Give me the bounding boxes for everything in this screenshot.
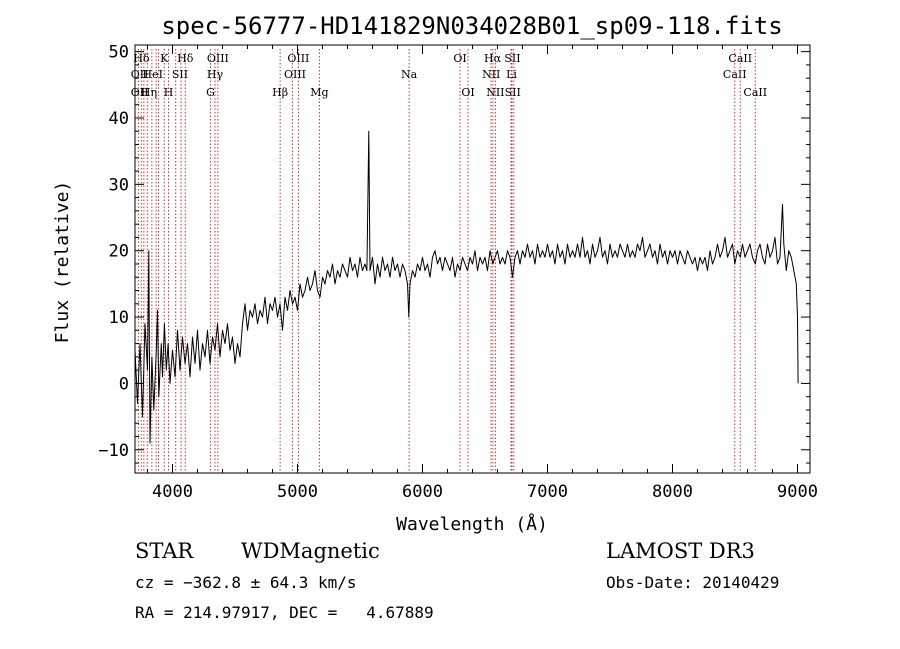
- spectral-line-markers: K H Hδ G Hγ OIII Hβ OIII Mg Na OI OI CaII CaII CaII Hδ O…: [131, 49, 767, 473]
- x-tick-label: 4000: [152, 482, 193, 502]
- y-tick-label: 40: [109, 109, 129, 129]
- spectral-line-label: OI: [461, 86, 474, 99]
- spectrum-line: [134, 130, 799, 444]
- spectral-line-label: NII: [482, 68, 500, 81]
- x-tick-label: 9000: [777, 482, 818, 502]
- spectral-line-label: CaII: [743, 86, 767, 99]
- chart-title: spec-56777-HD141829N034028B01_sp09-118.f…: [161, 12, 782, 40]
- velocity: cz = −362.8 ± 64.3 km/s: [135, 573, 357, 592]
- spectral-line-label: Hβ: [272, 86, 288, 99]
- y-tick-label: 0: [119, 374, 129, 394]
- spectral-line-label: SII: [505, 86, 521, 99]
- spectral-line-label: Mg: [310, 86, 328, 99]
- x-tick-label: 8000: [652, 482, 693, 502]
- spectral-line-label: OI: [453, 52, 466, 65]
- x-tick-label: 6000: [402, 482, 443, 502]
- axes: 4000 5000 6000 7000 8000 9000 −10 0 10 20 30 40 50: [98, 43, 818, 502]
- spectral-line-label: Na: [401, 68, 418, 81]
- x-tick-label: 5000: [277, 482, 318, 502]
- spectral-line-label: OIII: [207, 52, 229, 65]
- spectral-line-label: G: [206, 86, 215, 99]
- spectral-line-label: CaII: [728, 52, 752, 65]
- y-tick-label: 10: [109, 308, 129, 328]
- spectrum-series: [134, 130, 799, 444]
- object-subclass: WDMagnetic: [241, 539, 380, 563]
- object-class: STAR: [135, 539, 194, 563]
- spectral-line-label: K: [160, 52, 169, 65]
- spectral-line-label: Li: [506, 68, 517, 81]
- y-tick-label: 30: [109, 175, 129, 195]
- spectral-line-label: CaII: [723, 68, 747, 81]
- y-tick-label: −10: [98, 441, 129, 461]
- spectral-line-label: Hγ: [207, 68, 224, 81]
- spectral-line-label: NII: [486, 86, 504, 99]
- spectral-line-label: Hδ: [177, 52, 194, 65]
- y-tick-label: 20: [109, 242, 129, 262]
- spectral-line-label: Hη: [141, 86, 157, 99]
- spectral-line-label: HeI: [143, 68, 163, 81]
- observation-date: Obs-Date: 20140429: [606, 573, 780, 592]
- spectral-line-label: SII: [504, 52, 520, 65]
- y-axis-label: Flux (relative): [52, 181, 73, 344]
- spectral-line-label: H: [164, 86, 174, 99]
- x-tick-label: 7000: [527, 482, 568, 502]
- spectral-line-label: OIII: [287, 52, 309, 65]
- survey-name: LAMOST DR3: [606, 539, 755, 563]
- spectral-line-label: OIII: [284, 68, 306, 81]
- spectral-line-label: Hα: [484, 52, 502, 65]
- spectral-line-label: SII: [172, 68, 188, 81]
- y-tick-label: 50: [109, 43, 129, 63]
- spectral-line-label: Hδ: [133, 52, 150, 65]
- x-axis-label: Wavelength (Å): [396, 513, 548, 535]
- coordinates: RA = 214.97917, DEC = 4.67889: [135, 603, 434, 622]
